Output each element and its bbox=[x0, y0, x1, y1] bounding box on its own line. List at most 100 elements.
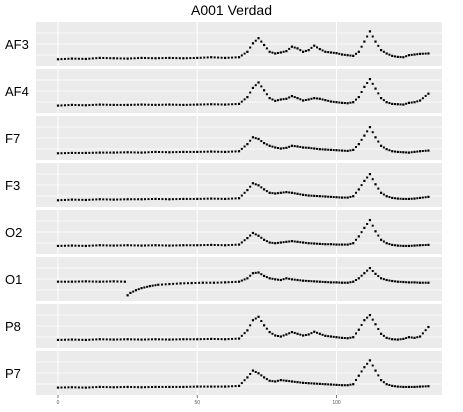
data-point-o1 bbox=[98, 280, 101, 283]
data-point-af3 bbox=[70, 57, 74, 60]
data-point-o2 bbox=[374, 230, 377, 233]
data-point-o1 bbox=[102, 280, 105, 283]
data-point-f7 bbox=[151, 151, 153, 154]
data-point-o1 bbox=[231, 281, 234, 284]
data-point-f3 bbox=[237, 197, 241, 200]
data-point-af4 bbox=[405, 102, 408, 105]
data-point-af3 bbox=[340, 53, 344, 56]
data-point-af3 bbox=[285, 50, 288, 53]
data-point-p7 bbox=[263, 376, 266, 379]
data-point-af4 bbox=[394, 103, 397, 106]
data-point-p8 bbox=[271, 332, 274, 335]
data-point-f3 bbox=[332, 196, 335, 199]
data-point-f3 bbox=[374, 183, 377, 186]
data-point-af4 bbox=[151, 103, 153, 106]
data-point-o1 bbox=[329, 281, 333, 284]
data-point-af4 bbox=[391, 102, 394, 105]
data-point-p7 bbox=[413, 385, 416, 389]
data-point-f3 bbox=[382, 193, 385, 196]
data-point-p7 bbox=[307, 382, 310, 385]
data-point-af4 bbox=[95, 103, 98, 106]
data-point-f7 bbox=[307, 146, 310, 149]
data-point-p8 bbox=[368, 314, 372, 317]
data-point-af3 bbox=[368, 30, 372, 33]
data-point-af3 bbox=[144, 57, 147, 60]
data-point-f3 bbox=[70, 198, 74, 201]
data-point-p8 bbox=[206, 337, 209, 340]
data-point-af3 bbox=[119, 57, 122, 60]
data-point-f7 bbox=[316, 147, 319, 150]
data-point-f7 bbox=[237, 150, 241, 153]
data-point-af4 bbox=[178, 103, 181, 106]
data-point-f3 bbox=[346, 196, 349, 199]
data-point-af4 bbox=[56, 104, 60, 107]
data-point-o1 bbox=[216, 281, 219, 284]
data-point-f7 bbox=[355, 145, 358, 148]
data-point-p8 bbox=[237, 337, 241, 340]
data-point-p8 bbox=[363, 319, 366, 322]
data-point-af4 bbox=[147, 103, 150, 106]
data-point-af4 bbox=[140, 103, 143, 106]
data-point-af4 bbox=[133, 103, 136, 106]
data-point-af3 bbox=[109, 57, 112, 60]
data-point-o1 bbox=[405, 281, 408, 284]
data-point-p8 bbox=[282, 334, 285, 337]
data-point-p7 bbox=[206, 385, 209, 388]
data-point-p8 bbox=[288, 332, 291, 335]
data-point-o2 bbox=[277, 241, 280, 244]
data-point-f3 bbox=[427, 195, 430, 198]
data-point-f3 bbox=[304, 194, 307, 197]
data-point-o2 bbox=[102, 244, 105, 247]
data-point-af4 bbox=[360, 91, 363, 93]
data-point-o2 bbox=[192, 244, 195, 247]
data-point-p8 bbox=[98, 338, 101, 341]
data-point-p7 bbox=[416, 385, 419, 388]
data-point-o2 bbox=[329, 243, 333, 246]
data-point-p7 bbox=[137, 386, 140, 389]
data-point-f7 bbox=[279, 147, 282, 150]
data-point-p7 bbox=[366, 362, 369, 365]
data-point-p7 bbox=[123, 386, 126, 389]
data-point-p8 bbox=[105, 338, 108, 341]
data-point-f7 bbox=[116, 151, 119, 154]
data-point-o1 bbox=[137, 288, 140, 291]
data-point-af4 bbox=[327, 99, 330, 102]
data-point-p7 bbox=[98, 385, 101, 389]
data-point-f7 bbox=[310, 147, 313, 150]
data-point-p8 bbox=[91, 338, 94, 341]
data-point-o1 bbox=[220, 281, 223, 284]
data-point-af3 bbox=[352, 54, 355, 57]
data-point-o1 bbox=[418, 281, 422, 284]
data-point-f7 bbox=[288, 145, 291, 148]
data-point-o1 bbox=[288, 277, 291, 280]
data-point-af4 bbox=[332, 100, 335, 103]
data-point-af3 bbox=[318, 47, 321, 51]
data-point-af3 bbox=[157, 57, 160, 60]
data-point-p8 bbox=[88, 338, 91, 341]
data-point-o2 bbox=[382, 240, 385, 243]
data-point-o1 bbox=[290, 278, 294, 281]
data-point-af3 bbox=[147, 57, 150, 60]
data-point-f3 bbox=[77, 198, 80, 201]
data-point-af3 bbox=[427, 52, 430, 55]
data-point-o2 bbox=[105, 244, 108, 247]
data-point-f7 bbox=[144, 151, 147, 154]
data-point-af3 bbox=[182, 57, 185, 60]
data-point-p7 bbox=[189, 385, 192, 388]
data-point-p8 bbox=[360, 323, 363, 326]
data-point-p8 bbox=[382, 334, 385, 337]
data-point-o2 bbox=[332, 243, 335, 246]
data-point-f3 bbox=[377, 187, 380, 190]
data-point-o2 bbox=[130, 244, 133, 247]
data-point-f7 bbox=[203, 150, 206, 153]
data-point-p7 bbox=[251, 369, 255, 372]
data-point-af3 bbox=[296, 47, 299, 50]
data-point-af3 bbox=[357, 50, 360, 53]
data-point-p7 bbox=[154, 385, 157, 389]
data-point-p7 bbox=[368, 359, 372, 362]
data-point-f3 bbox=[109, 198, 112, 201]
data-point-af4 bbox=[112, 103, 115, 107]
data-point-f7 bbox=[343, 149, 346, 152]
data-point-o2 bbox=[293, 240, 296, 243]
data-point-af3 bbox=[394, 55, 397, 58]
